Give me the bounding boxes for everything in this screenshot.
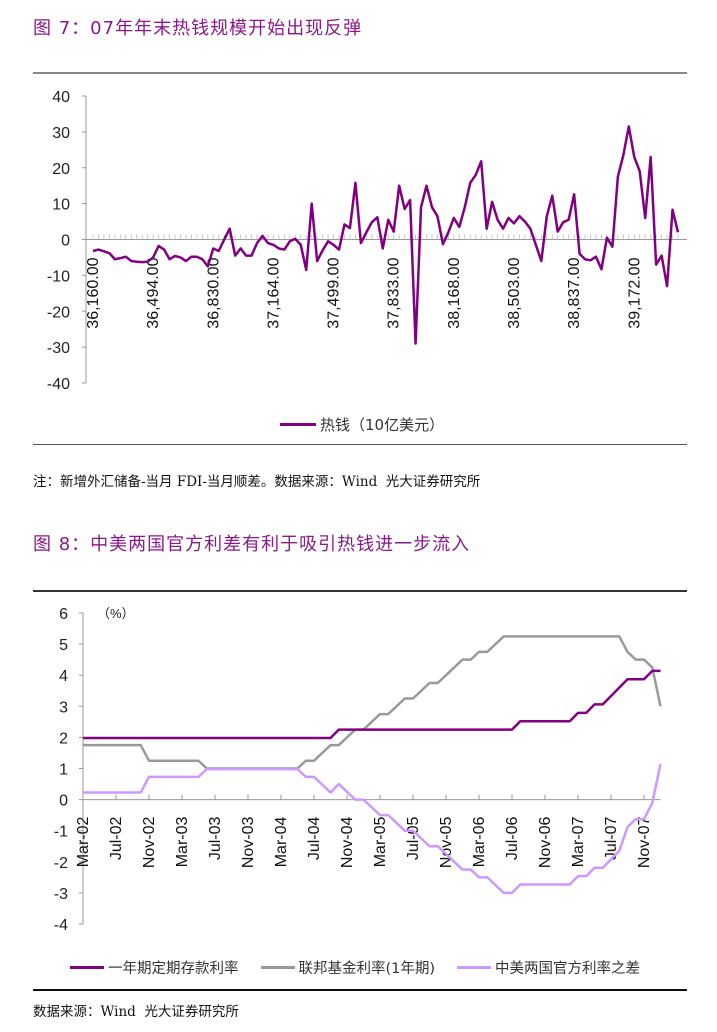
legend-swatch-deposit-rate [70,966,104,969]
x-tick-label: Jul-02 [108,816,125,860]
rate-spread-line [83,763,662,895]
x-tick-label: 38,503.00 [506,257,523,328]
y-tick-label: -10 [47,268,70,285]
chart2-legend: 一年期定期存款利率 联邦基金利率(1年期) 中美两国官方利率之差 [70,957,640,978]
figure-8-source: 数据来源：Wind 光大证券研究所 [33,1004,239,1020]
figure-7-title: 图 7：07年年末热钱规模开始出现反弹 [33,18,363,39]
legend-swatch-rate-spread [457,966,492,969]
y-tick-label: 4 [59,668,68,685]
x-tick-label: 37,833.00 [386,257,403,328]
y-unit-label: （%） [97,606,135,621]
legend-swatch-fed-rate [260,966,295,969]
x-tick-label: Jul-04 [306,816,323,860]
x-tick-label: 38,168.00 [446,257,463,328]
interest-rate-chart: 6 5 4 3 2 1 0 -1 -2 -3 -4 （%） Mar-02 Jul-02 Nov-02 Mar-… [54,606,662,934]
x-tick-label: Nov-07 [636,816,653,868]
x-tick-label: Nov-04 [339,816,356,868]
divider [33,590,687,592]
x-tick-label: Mar-06 [471,817,488,868]
x-tick-label: 37,164.00 [265,257,282,328]
divider [33,989,687,991]
x-tick-label: Mar-07 [570,817,587,868]
y-tick-label: 6 [59,606,68,623]
y-tick-label: -3 [54,886,68,903]
y-tick-label: 3 [59,699,68,716]
y-tick-label: 1 [59,762,68,779]
y-tick-label: -1 [54,824,68,841]
x-tick-label: 36,830.00 [205,257,222,328]
x-tick-label: 36,160.00 [85,257,102,328]
legend-swatch-hot-money [280,423,316,426]
x-tick-label: Mar-05 [372,817,389,868]
x-tick-label: Mar-03 [174,817,191,868]
legend-label-hot-money: 热钱（10亿美元） [320,416,445,434]
x-tick-label: 38,837.00 [566,257,583,328]
y-tick-label: 20 [52,161,70,178]
x-tick-label: 39,172.00 [626,257,643,328]
hot-money-chart: 40 30 20 10 0 -10 -20 -30 -40 36,160.00 36,494.00 3… [47,89,687,393]
y-tick-label: 40 [52,89,70,106]
chart1-legend: 热钱（10亿美元） [280,414,444,435]
y-tick-label: -2 [54,855,68,872]
x-tick-label: Nov-06 [537,816,554,868]
divider [33,444,687,445]
figure-7-note: 注：新增外汇储备-当月 FDI-当月顺差。数据来源：Wind 光大证券研究所 [33,474,481,490]
figure-8-title: 图 8：中美两国官方利差有利于吸引热钱进一步流入 [33,534,471,555]
deposit-rate-line [83,669,661,740]
y-tick-label: 2 [59,730,68,747]
legend-label-deposit-rate: 一年期定期存款利率 [108,961,239,977]
y-tick-label: 30 [52,125,70,142]
y-tick-label: -30 [47,340,70,357]
y-tick-label: -4 [54,917,68,934]
y-tick-label: -40 [47,376,70,393]
x-tick-label: Jul-03 [207,816,224,860]
x-tick-label: Nov-05 [438,816,455,868]
x-tick-label: Jul-06 [504,816,521,860]
divider [33,72,687,74]
y-tick-label: 0 [59,793,68,810]
y-tick-label: 10 [52,197,70,214]
x-tick-label: Mar-02 [75,817,92,868]
x-tick-label: Nov-03 [240,816,257,868]
x-tick-label: Nov-02 [141,816,158,868]
fed-rate-line [83,635,662,770]
x-tick-label: 36,494.00 [145,257,162,328]
y-tick-label: -20 [47,304,70,321]
x-tick-label: Mar-04 [273,817,290,868]
x-tick-label: Jul-07 [603,816,620,860]
legend-label-fed-rate: 联邦基金利率(1年期) [298,961,436,977]
legend-label-rate-spread: 中美两国官方利率之差 [495,961,641,977]
x-tick-label: 37,499.00 [326,257,343,328]
hot-money-line [92,125,680,345]
x-tick-label: Jul-05 [405,816,422,860]
y-tick-label: 0 [61,233,70,250]
y-tick-label: 5 [59,637,68,654]
